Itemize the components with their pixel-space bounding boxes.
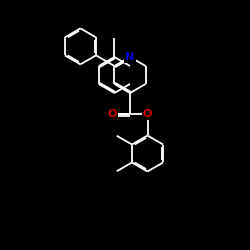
- Text: N: N: [126, 52, 134, 62]
- Text: O: O: [143, 109, 152, 119]
- Text: O: O: [108, 109, 117, 119]
